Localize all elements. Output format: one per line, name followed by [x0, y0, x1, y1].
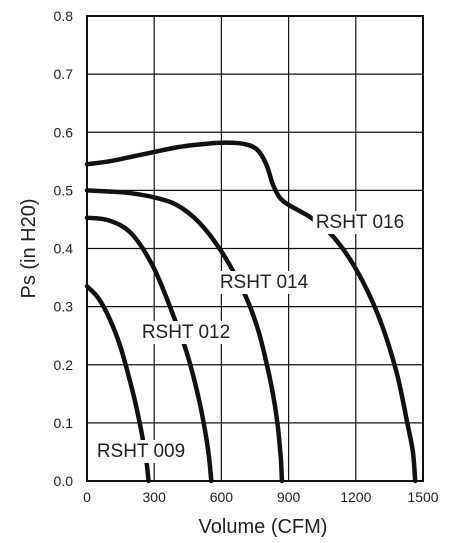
- y-axis-title: Ps (in H20): [18, 198, 40, 298]
- curves: [84, 140, 418, 484]
- curve-label-background: [138, 321, 234, 344]
- x-tick-label: 600: [210, 489, 234, 505]
- curve-rsht-016: [84, 140, 418, 484]
- curve-label-text: RSHT 009: [97, 441, 185, 462]
- y-tick-label: 0.6: [54, 124, 74, 140]
- curve-label-background: [312, 211, 408, 234]
- x-tick-label: 0: [83, 489, 91, 505]
- y-tick-label: 0.0: [54, 473, 74, 489]
- x-tick-label: 1500: [407, 489, 438, 505]
- curve-label-text: RSHT 012: [142, 322, 230, 343]
- curve-label-rsht-012: RSHT 012: [138, 321, 234, 344]
- x-axis-title: Volume (CFM): [199, 516, 328, 538]
- curve-label-rsht-014: RSHT 014: [216, 271, 312, 294]
- curve-label-rsht-016: RSHT 016: [312, 211, 408, 234]
- x-tick-label: 300: [143, 489, 167, 505]
- y-tick-label: 0.2: [54, 357, 74, 373]
- curve-label-background: [216, 271, 312, 294]
- tick-labels: 0 300 600 900 1200 1500 0.0 0.1 0.2 0.3 0.4 0.5 0.6 0…: [54, 8, 439, 505]
- plot-frame: [86, 15, 424, 482]
- x-tick-label: 900: [277, 489, 301, 505]
- y-tick-label: 0.4: [54, 241, 74, 257]
- y-tick-label: 0.8: [54, 8, 74, 24]
- y-tick-label: 0.7: [54, 66, 74, 82]
- curve-labels: RSHT 009 RSHT 012 RSHT 014 RSHT 016: [93, 211, 408, 463]
- curve-label-text: RSHT 016: [316, 212, 404, 233]
- curve-label-background: [93, 440, 189, 463]
- y-tick-label: 0.1: [54, 415, 74, 431]
- grid-lines: [87, 16, 423, 481]
- x-tick-label: 1200: [340, 489, 371, 505]
- y-tick-label: 0.3: [54, 299, 74, 315]
- y-tick-label: 0.5: [54, 182, 74, 198]
- curve-label-text: RSHT 014: [220, 272, 309, 293]
- curve-label-rsht-009: RSHT 009: [93, 440, 189, 463]
